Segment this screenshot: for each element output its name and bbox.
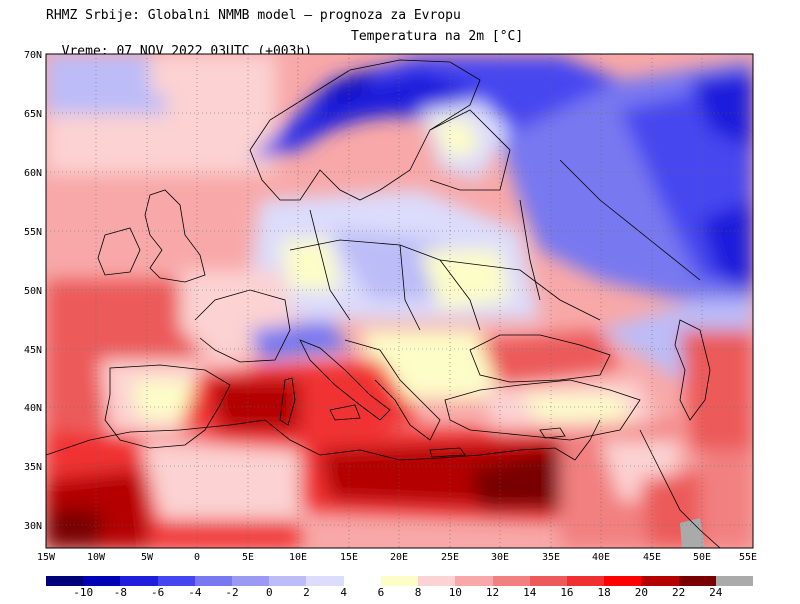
lon-label: 35E [542, 552, 560, 563]
legend-swatch [343, 576, 382, 586]
legend-swatch [604, 576, 642, 586]
lon-label: 20E [390, 552, 408, 563]
lon-label: 50E [693, 552, 711, 563]
legend-label: 10 [448, 586, 462, 599]
lon-label: 0 [194, 552, 200, 563]
lon-label: 10E [289, 552, 307, 563]
legend-label: 8 [414, 586, 422, 599]
lat-label: 35N [24, 462, 42, 473]
lon-label: 5W [141, 552, 154, 563]
legend-swatch [529, 576, 568, 586]
legend-swatch [157, 576, 196, 586]
legend-label: 24 [709, 586, 723, 599]
legend-label: 12 [485, 586, 500, 599]
legend-label: 22 [671, 586, 686, 599]
lon-label: 15W [37, 552, 56, 563]
lat-label: 70N [24, 50, 42, 61]
legend-label: -6 [151, 586, 165, 599]
no-data-area [680, 518, 705, 548]
legend-swatch [194, 576, 233, 586]
legend-swatch [380, 576, 419, 586]
longitude-labels: 15W 10W 5W 0 5E 10E 15E 20E 25E 30E 35E … [37, 552, 757, 563]
lat-label: 40N [24, 403, 42, 414]
legend-swatch [641, 576, 680, 586]
lat-label: 45N [24, 345, 42, 356]
lat-label: 50N [24, 286, 42, 297]
legend-swatch [566, 576, 605, 586]
legend-label: -2 [225, 586, 239, 599]
legend-label: 14 [523, 586, 537, 599]
legend-swatch [269, 576, 307, 586]
legend-label: 20 [634, 586, 648, 599]
legend-swatch [232, 576, 270, 586]
latitude-labels: 70N 65N 60N 55N 50N 45N 40N 35N 30N [24, 50, 42, 532]
lat-label: 65N [24, 109, 42, 120]
lon-label: 25E [441, 552, 459, 563]
legend-swatch [492, 576, 531, 586]
legend-label: -10 [73, 586, 94, 599]
legend-label: 0 [265, 586, 273, 599]
temperature-field [46, 54, 753, 548]
lon-label: 40E [592, 552, 610, 563]
color-legend [46, 576, 754, 586]
legend-swatch [46, 576, 84, 586]
legend-swatch [306, 576, 345, 586]
lon-label: 10W [87, 552, 106, 563]
legend-label: 4 [340, 586, 347, 599]
legend-swatch [120, 576, 159, 586]
legend-swatch [455, 576, 494, 586]
legend-label: 6 [377, 586, 385, 599]
map-frame [45, 53, 754, 549]
parameter-label: Temperatura na 2m [°C] [351, 29, 524, 44]
lon-label: 55E [739, 552, 757, 563]
legend-swatch [715, 576, 754, 586]
legend-label: -8 [113, 586, 128, 599]
lon-label: 45E [643, 552, 661, 563]
legend-label: 2 [303, 586, 310, 599]
lat-label: 30N [24, 521, 42, 532]
legend-label: 16 [560, 586, 574, 599]
lon-label: 15E [340, 552, 358, 563]
map-title: RHMZ Srbije: Globalni NMMB model – progn… [46, 8, 461, 23]
lat-label: 60N [24, 168, 42, 179]
legend-label: -4 [188, 586, 202, 599]
legend-swatch [418, 576, 456, 586]
lat-label: 55N [24, 227, 42, 238]
lon-label: 30E [491, 552, 509, 563]
legend-swatch [678, 576, 717, 586]
coastlines [46, 59, 721, 548]
legend-swatch [83, 576, 121, 586]
lon-label: 5E [242, 552, 254, 563]
legend-label: 18 [597, 586, 611, 599]
